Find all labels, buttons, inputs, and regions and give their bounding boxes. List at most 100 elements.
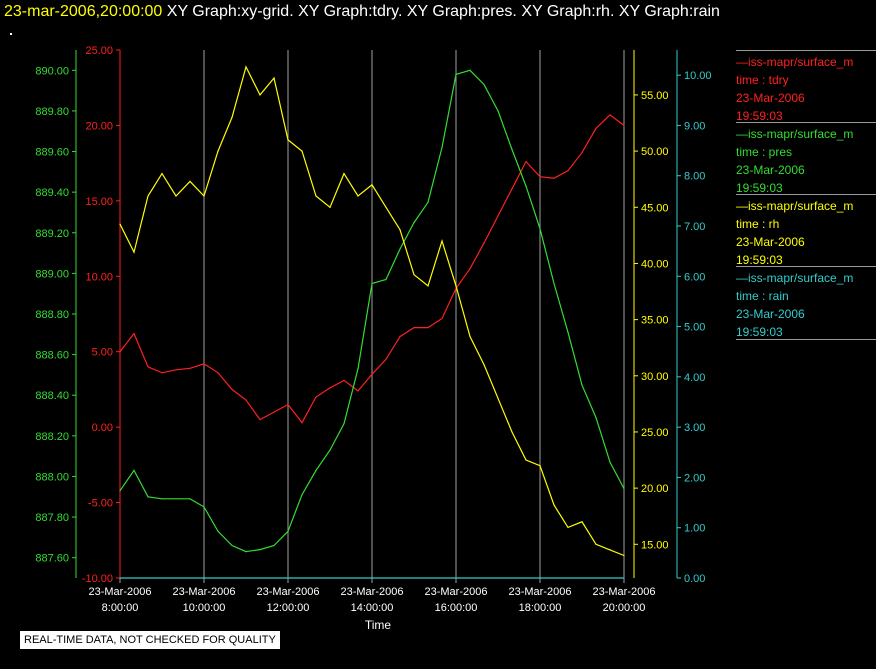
x-tick-label-date: 23-Mar-2006 [509, 586, 572, 598]
data-point-tdry [539, 176, 541, 178]
data-point-rh [147, 195, 149, 197]
data-point-rh [483, 364, 485, 366]
data-point-pres [539, 228, 541, 230]
data-point-tdry [595, 127, 597, 129]
legend-clock: 19:59:03 [736, 109, 783, 122]
data-point-tdry [609, 114, 611, 116]
data-point-pres [553, 282, 555, 285]
rh-tick-label: 50.00 [641, 146, 669, 158]
data-point-rh [329, 206, 331, 208]
legend-date: 23-Mar-2006 [736, 163, 805, 177]
legend-line: —iss-mapr/surface_m [736, 271, 854, 285]
legend-field: time : pres [736, 145, 793, 159]
data-point-pres [343, 423, 345, 425]
rain-tick-label: 9.00 [684, 120, 705, 132]
data-point-tdry [231, 388, 233, 390]
x-tick-label-date: 23-Mar-2006 [341, 586, 404, 598]
pres-tick-label: 889.20 [35, 228, 69, 240]
pres-tick-label: 887.60 [35, 553, 69, 565]
data-point-pres [189, 498, 191, 500]
data-point-rh [259, 94, 261, 96]
legend-entry-tdry[interactable]: —iss-mapr/surface_m time : tdry 23-Mar-2… [736, 50, 876, 122]
data-point-pres [273, 544, 275, 547]
title-timestamp: 23-mar-2006,20:00:00 [4, 3, 163, 20]
x-tick-label-date: 23-Mar-2006 [173, 586, 236, 598]
x-tick-label-date: 23-Mar-2006 [593, 586, 656, 598]
data-point-pres [525, 185, 527, 187]
data-point-pres [259, 549, 261, 551]
x-tick-label-time: 16:00:00 [435, 602, 478, 614]
data-point-tdry [399, 336, 401, 338]
data-point-rh [371, 184, 373, 186]
data-point-rh [203, 195, 205, 197]
data-point-rh [525, 459, 527, 461]
data-point-rh [119, 223, 121, 225]
data-point-rh [231, 116, 233, 118]
data-point-rh [427, 285, 429, 287]
data-point-pres [469, 69, 471, 71]
data-point-rh [567, 526, 569, 529]
data-point-tdry [287, 403, 289, 406]
data-point-tdry [189, 367, 191, 369]
pres-tick-label: 889.60 [35, 147, 69, 159]
data-point-rh [245, 66, 247, 68]
data-point-tdry [441, 317, 443, 320]
tdry-tick-label: 15.00 [85, 196, 113, 208]
data-point-rh [343, 173, 345, 175]
tdry-tick-label: 20.00 [85, 120, 113, 132]
title-dot [10, 33, 12, 35]
x-tick-label-time: 8:00:00 [102, 602, 139, 614]
data-point-tdry [203, 363, 205, 365]
data-point-rh [609, 549, 611, 551]
data-point-pres [371, 282, 373, 285]
legend-entry-pres[interactable]: —iss-mapr/surface_m time : pres 23-Mar-2… [736, 122, 876, 194]
data-point-tdry [147, 366, 149, 368]
x-tick-label-time: 10:00:00 [183, 602, 226, 614]
data-point-rain [119, 577, 121, 579]
data-point-rh [441, 240, 443, 242]
data-point-tdry [175, 369, 177, 371]
data-point-tdry [161, 372, 163, 374]
data-point-rh [287, 139, 289, 141]
data-point-tdry [483, 242, 485, 244]
legend-entry-rh[interactable]: —iss-mapr/surface_m time : rh 23-Mar-200… [736, 194, 876, 266]
pres-tick-label: 887.80 [35, 512, 69, 524]
data-point-tdry [315, 396, 317, 398]
rh-tick-label: 25.00 [641, 427, 669, 439]
data-point-rh [133, 251, 135, 253]
rain-tick-label: 1.00 [684, 523, 705, 535]
data-point-tdry [623, 124, 625, 126]
rh-tick-label: 35.00 [641, 315, 669, 327]
pres-tick-label: 888.40 [35, 390, 69, 402]
rain-tick-label: 10.00 [684, 70, 712, 82]
x-tick-label-date: 23-Mar-2006 [257, 586, 320, 598]
legend-entry-rain[interactable]: —iss-mapr/surface_m time : rain 23-Mar-2… [736, 266, 876, 340]
tdry-tick-label: 5.00 [92, 347, 113, 359]
data-point-pres [441, 146, 443, 149]
rh-tick-label: 45.00 [641, 202, 669, 214]
tdry-tick-label: -5.00 [88, 498, 113, 510]
legend-line: —iss-mapr/surface_m [736, 55, 854, 69]
legend-line: —iss-mapr/surface_m [736, 127, 854, 141]
tdry-tick-label: -10.00 [82, 573, 113, 585]
data-point-pres [497, 110, 499, 112]
data-point-tdry [301, 422, 303, 424]
tdry-tick-label: 0.00 [92, 422, 113, 434]
data-point-tdry [525, 161, 527, 163]
data-point-pres [427, 201, 429, 203]
data-point-pres [217, 530, 219, 532]
data-point-tdry [329, 387, 331, 389]
data-point-pres [287, 530, 289, 532]
rain-tick-label: 5.00 [684, 322, 705, 334]
pres-tick-label: 889.80 [35, 106, 69, 118]
data-point-tdry [413, 327, 415, 329]
data-point-rh [161, 173, 163, 175]
data-point-pres [329, 449, 331, 451]
rh-tick-label: 30.00 [641, 371, 669, 383]
data-point-pres [623, 488, 625, 490]
pres-tick-label: 888.80 [35, 309, 69, 321]
data-point-rh [455, 285, 457, 287]
pres-tick-label: 889.40 [35, 187, 69, 199]
data-point-tdry [497, 215, 499, 217]
